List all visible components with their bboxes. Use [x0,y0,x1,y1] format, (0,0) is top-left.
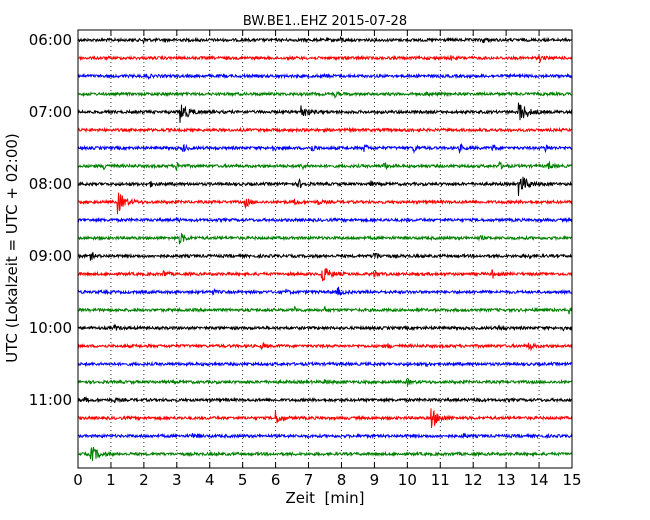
seismogram-trace [77,446,573,462]
x-tick-label: 14 [530,471,549,489]
x-tick-label: 6 [271,471,281,489]
seismogram-trace [77,360,573,368]
seismogram-trace [77,305,573,315]
seismogram-trace [77,232,573,245]
x-tick-label: 0 [73,471,83,489]
x-tick-label: 5 [238,471,248,489]
x-tick-label: 10 [398,471,417,489]
seismogram-trace [77,286,573,296]
seismogram-trace [77,252,573,261]
seismogram-trace [77,396,573,404]
seismogram-trace [77,323,573,332]
x-tick-label: 3 [172,471,182,489]
x-tick-label: 7 [304,471,314,489]
seismogram-trace [77,432,573,440]
y-tick-label: 09:00 [29,247,72,265]
y-axis-label: UTC (Lokalzeit = UTC + 02:00) [3,133,21,363]
x-tick-labels: 0 1 2 3 4 5 6 7 8 9 10 11 12 13 14 15 [73,471,581,489]
seismogram-trace [77,54,573,64]
seismogram-trace [77,72,573,81]
x-tick-label: 1 [106,471,116,489]
y-tick-labels: 06:00 07:00 08:00 09:00 10:00 11:00 [29,31,72,409]
x-tick-label: 13 [497,471,516,489]
seismogram-trace [77,90,573,100]
seismogram-trace [77,341,573,352]
seismogram-trace [77,36,573,45]
seismogram-trace [77,216,573,224]
x-axis-label: Zeit [min] [285,489,364,507]
chart-title: BW.BE1..EHZ 2015-07-28 [243,14,407,29]
seismogram-trace [77,102,573,123]
seismogram-trace [77,267,573,282]
seismogram-trace [77,192,573,215]
x-tick-label: 8 [337,471,347,489]
y-tick-label: 10:00 [29,319,72,337]
x-tick-label: 9 [370,471,380,489]
seismogram-trace [77,126,573,134]
plot-frame [77,29,573,469]
x-tick-label: 11 [431,471,450,489]
y-tick-label: 11:00 [29,391,72,409]
seismogram-trace [77,377,573,387]
x-tick-label: 15 [562,471,581,489]
seismogram-traces [77,36,573,462]
axis-ticks [77,30,573,468]
x-tick-label: 4 [205,471,215,489]
x-tick-label: 12 [464,471,483,489]
seismogram-trace [77,408,573,429]
y-tick-label: 07:00 [29,103,72,121]
grid-lines [110,30,540,468]
seismogram-trace [77,142,573,155]
x-tick-label: 2 [139,471,149,489]
seismogram-trace [77,160,573,172]
y-tick-label: 08:00 [29,175,72,193]
seismogram-trace [77,176,573,197]
y-tick-label: 06:00 [29,31,72,49]
